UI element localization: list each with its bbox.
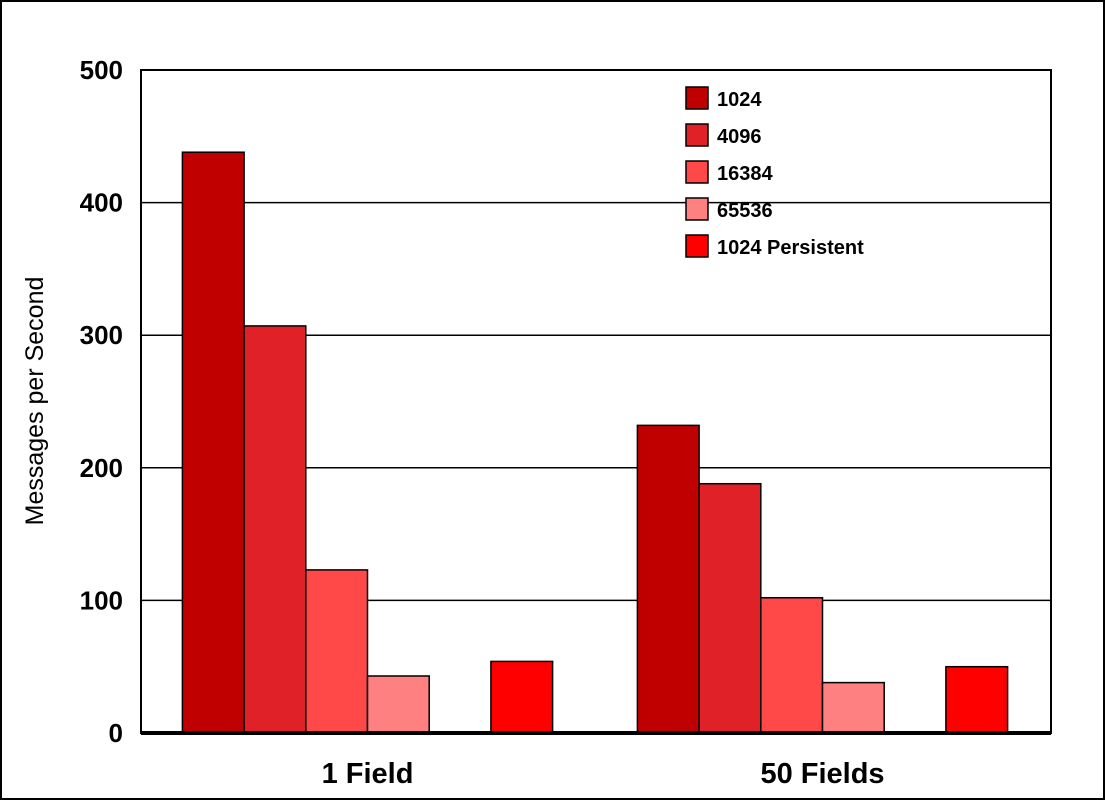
bar: [698, 482, 762, 734]
legend-label: 1024 Persistent: [717, 237, 864, 259]
bars: [181, 151, 1009, 734]
bar: [243, 325, 307, 734]
bar: [821, 681, 885, 734]
legend-swatch: [685, 123, 709, 147]
legend-label: 16384: [717, 163, 773, 185]
x-category-label: 50 Fields: [760, 758, 884, 790]
legend-label: 1024: [717, 89, 762, 111]
legend: 1024 4096 16384 65536 1024 Persistent: [685, 86, 864, 259]
legend-swatch: [685, 86, 709, 110]
y-tick-label: 0: [109, 718, 123, 748]
bar: [366, 675, 430, 734]
y-tick-label: 100: [80, 585, 123, 615]
bar: [305, 569, 369, 734]
legend-swatch: [685, 234, 709, 258]
bar: [181, 151, 245, 734]
legend-swatch: [685, 160, 709, 184]
y-axis-label: Messages per Second: [21, 277, 49, 526]
legend-swatch: [685, 197, 709, 221]
bar: [490, 660, 554, 734]
bar: [760, 596, 824, 734]
bar: [636, 424, 700, 734]
y-tick-label: 500: [80, 55, 123, 85]
bar: [945, 665, 1009, 734]
legend-label: 4096: [717, 126, 762, 148]
x-axis-categories: 1 Field 50 Fields: [322, 758, 885, 790]
y-tick-label: 300: [80, 320, 123, 350]
x-category-label: 1 Field: [322, 758, 414, 790]
y-axis-ticks: 0 100 200 300 400 500: [80, 55, 123, 748]
legend-label: 65536: [717, 200, 773, 222]
y-tick-label: 400: [80, 188, 123, 218]
y-tick-label: 200: [80, 453, 123, 483]
